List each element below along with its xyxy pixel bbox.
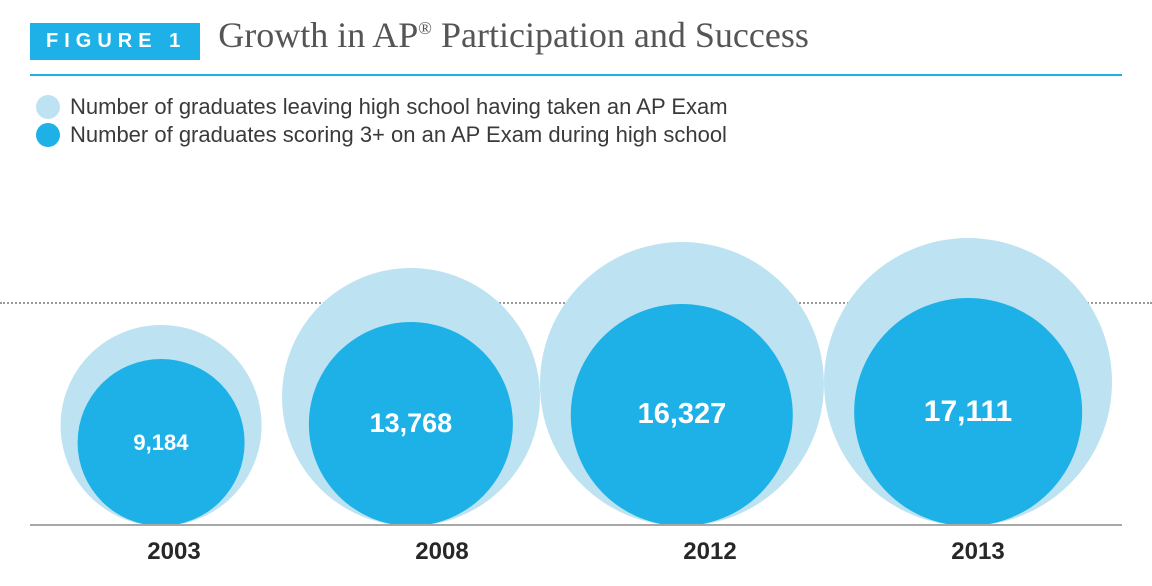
year-label: 2008 [308,538,576,566]
chart-area: 13,3159,18421,96313,76826,64016,32727,37… [30,166,1122,526]
legend-label: Number of graduates leaving high school … [70,94,728,120]
chart-column: 27,37017,111 [824,475,1112,526]
inner-value-label: 13,768 [370,408,453,439]
chart-column: 26,64016,327 [540,475,824,526]
legend-label: Number of graduates scoring 3+ on an AP … [70,122,727,148]
figure-title-pre: Growth in AP [218,15,418,55]
legend-swatch [36,95,60,119]
legend: Number of graduates leaving high school … [30,94,1122,148]
figure-container: FIGURE 1 Growth in AP® Participation and… [0,0,1152,586]
figure-header: FIGURE 1 Growth in AP® Participation and… [30,14,1122,60]
legend-item: Number of graduates scoring 3+ on an AP … [36,122,1122,148]
year-label: 2003 [40,538,308,566]
legend-item: Number of graduates leaving high school … [36,94,1122,120]
inner-value-label: 9,184 [133,430,188,456]
year-label: 2013 [844,538,1112,566]
figure-title-sup: ® [418,18,432,38]
figure-title: Growth in AP® Participation and Success [218,14,809,56]
year-axis: 2003200820122013 [30,526,1122,566]
chart-column: 21,96313,768 [282,475,540,526]
chart-column: 13,3159,184 [40,475,282,526]
inner-value-label: 17,111 [924,395,1012,429]
legend-swatch [36,123,60,147]
inner-circle: 16,327 [571,304,793,526]
inner-circle: 9,184 [78,359,245,526]
title-rule [30,74,1122,76]
figure-title-post: Participation and Success [432,15,809,55]
figure-badge: FIGURE 1 [30,23,200,60]
baseline-rule [30,524,1122,526]
inner-value-label: 16,327 [638,398,727,431]
year-label: 2012 [576,538,844,566]
inner-circle: 17,111 [854,298,1082,526]
inner-circle: 13,768 [309,322,513,526]
